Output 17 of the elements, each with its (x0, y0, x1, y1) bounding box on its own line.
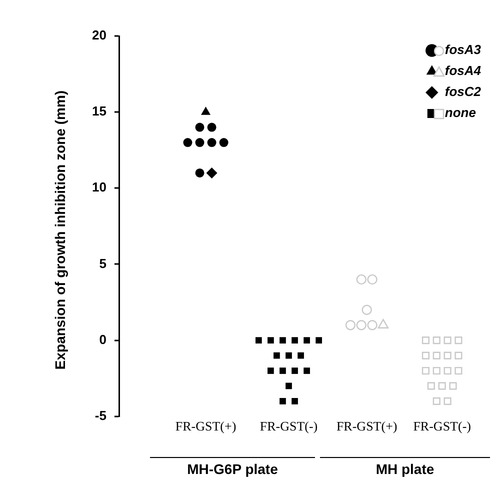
y-tick-label: 5 (99, 256, 106, 271)
legend-label: fosA4 (444, 63, 482, 78)
legend-label: fosA3 (444, 42, 482, 58)
y-tick-label: 0 (99, 332, 106, 347)
x-axis-title: MH plate (320, 457, 490, 477)
y-tick-label: 10 (92, 180, 106, 195)
y-tick-label: 15 (92, 104, 106, 119)
x-tick-label: FR-GST(-) (260, 418, 318, 434)
x-tick-label: FR-GST(-) (413, 418, 471, 434)
y-axis-title: Expansion of growth inhibition zone (mm) (51, 89, 69, 372)
x-axis-title: MH-G6P plate (150, 457, 315, 477)
legend-label: none (444, 105, 476, 120)
y-tick-label: 20 (92, 28, 106, 43)
x-tick-label: FR-GST(+) (175, 418, 236, 434)
x-tick-label: FR-GST(+) (336, 418, 398, 434)
y-tick-label: -5 (94, 408, 106, 423)
legend-label: fosC2 (444, 84, 482, 100)
